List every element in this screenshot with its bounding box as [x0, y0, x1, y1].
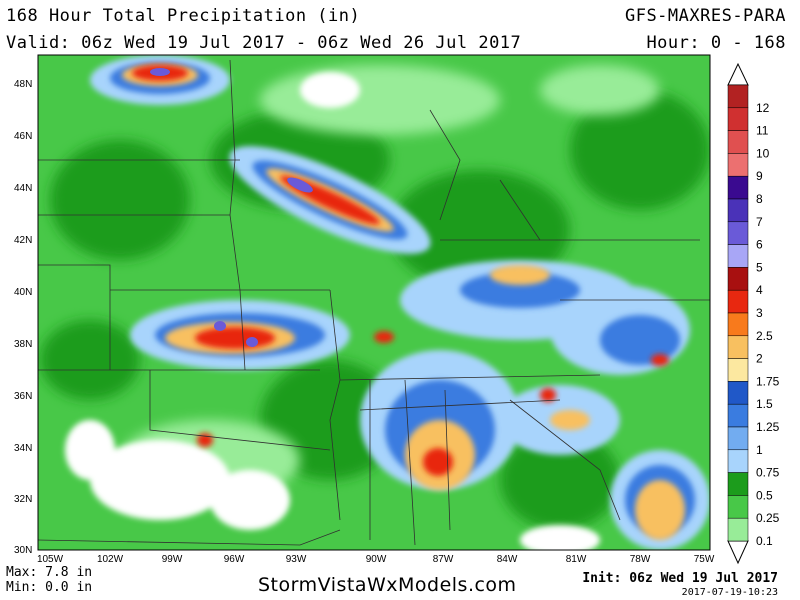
legend-swatch — [727, 221, 749, 245]
lon-label: 93W — [286, 554, 307, 565]
legend-swatch — [727, 312, 749, 337]
legend-swatch — [727, 289, 749, 314]
legend-swatch — [727, 198, 749, 223]
legend-label: 1.25 — [756, 420, 780, 434]
latitude-labels: 48N 46N 44N 42N 40N 38N 36N 34N 32N 30N — [14, 79, 32, 556]
legend-swatch — [727, 244, 749, 268]
legend-label: 2 — [756, 352, 763, 366]
legend-label: 9 — [756, 169, 763, 183]
legend-label: 5 — [756, 260, 763, 274]
legend-swatch — [727, 130, 749, 154]
legend-swatch — [727, 517, 749, 542]
map-title: 168 Hour Total Precipitation (in) — [6, 6, 361, 26]
lat-label: 32N — [14, 494, 32, 505]
legend-label: 12 — [756, 101, 770, 115]
legend-label: 0.5 — [756, 488, 773, 502]
legend-label: 10 — [756, 146, 770, 160]
lat-label: 46N — [14, 131, 32, 142]
legend-label: 1.75 — [756, 374, 780, 388]
lat-label: 44N — [14, 183, 32, 194]
legend-swatch — [727, 381, 749, 405]
legend-swatch — [727, 84, 749, 109]
state-boundaries — [38, 59, 710, 546]
site-name: StormVistaWxModels.com — [258, 574, 517, 596]
lat-label: 30N — [14, 545, 32, 556]
legend-label: 3 — [756, 306, 763, 320]
lat-label: 48N — [14, 79, 32, 90]
model-name: GFS-MAXRES-PARA — [624, 6, 786, 26]
legend-swatch — [727, 449, 749, 473]
lon-label: 84W — [497, 554, 518, 565]
legend-swatch — [727, 358, 749, 382]
lon-label: 99W — [162, 554, 183, 565]
legend-label: 1.5 — [756, 397, 773, 411]
legend-label: 4 — [756, 283, 763, 297]
lon-label: 87W — [433, 554, 454, 565]
lon-label: 78W — [630, 554, 651, 565]
min-value: Min: 0.0 in — [6, 580, 93, 595]
legend-swatch — [727, 267, 749, 291]
legend-label: 0.1 — [756, 534, 773, 548]
lat-label: 40N — [14, 287, 32, 298]
legend-label: 1 — [756, 443, 763, 457]
legend-label: 8 — [756, 192, 763, 206]
lon-label: 102W — [97, 554, 124, 565]
legend-swatch — [727, 472, 749, 496]
legend-swatch — [727, 335, 749, 359]
legend-label: 2.5 — [756, 329, 773, 343]
legend-top-arrow — [727, 62, 749, 86]
valid-period: Valid: 06z Wed 19 Jul 2017 - 06z Wed 26 … — [6, 33, 522, 53]
forecast-hours: Hour: 0 - 168 — [646, 33, 786, 53]
legend-label: 0.75 — [756, 466, 780, 480]
lat-label: 36N — [14, 391, 32, 402]
legend-swatch — [727, 403, 749, 428]
legend-swatch — [727, 495, 749, 519]
lon-label: 81W — [566, 554, 587, 565]
lon-label: 90W — [366, 554, 387, 565]
legend-swatch — [727, 107, 749, 131]
precip-legend: 12 11 10 9 8 7 6 5 4 3 2.5 2 1.75 1.5 1.25 1 0.75 0.5 0.25… — [727, 62, 780, 565]
legend-swatch — [727, 175, 749, 200]
lat-label: 38N — [14, 339, 32, 350]
lat-label: 34N — [14, 443, 32, 454]
legend-swatch — [727, 426, 749, 451]
timestamp: 2017-07-19-10:23 — [681, 587, 778, 598]
legend-label: 11 — [756, 124, 769, 138]
lon-label: 105W — [37, 554, 64, 565]
lon-label: 75W — [694, 554, 715, 565]
max-value: Max: 7.8 in — [6, 565, 93, 580]
precip-field — [38, 55, 710, 550]
legend-bottom-arrow — [727, 540, 749, 565]
lat-label: 42N — [14, 235, 32, 246]
longitude-labels: 105W 102W 99W 96W 93W 90W 87W 84W 81W 78… — [37, 554, 715, 565]
legend-label: 7 — [756, 215, 763, 229]
init-time: Init: 06z Wed 19 Jul 2017 — [582, 571, 778, 586]
legend-swatch — [727, 153, 749, 177]
legend-label: 6 — [756, 238, 763, 252]
lon-label: 96W — [224, 554, 245, 565]
legend-label: 0.25 — [756, 511, 780, 525]
